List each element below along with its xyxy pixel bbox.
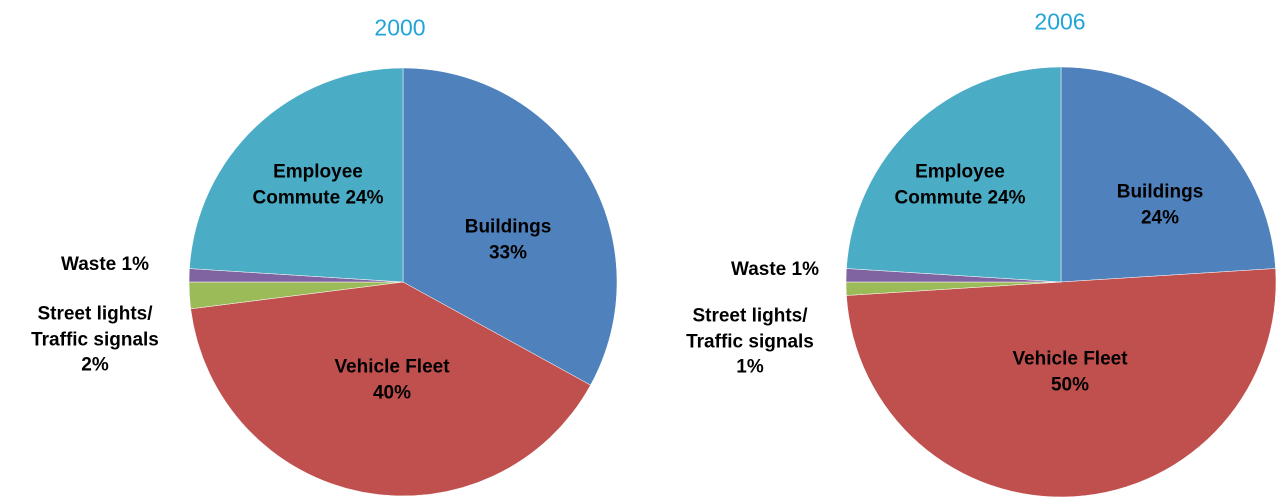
slice-label: Waste 1%	[731, 257, 819, 283]
slice-label: Employee Commute 24%	[895, 159, 1026, 210]
slice-label: Street lights/ Traffic signals 1%	[686, 304, 814, 381]
pie-slice	[1060, 66, 1276, 283]
slice-category: Waste	[60, 254, 117, 276]
slice-value: 1%	[736, 356, 764, 378]
slice-value: 50%	[1050, 374, 1090, 395]
slice-label: Buildings 33%	[465, 214, 552, 265]
slice-category: Street lights/ Traffic signals	[686, 305, 814, 353]
chart-title: 2006	[1034, 8, 1086, 35]
slice-value: 33%	[488, 242, 528, 263]
slice-category: Street lights/ Traffic signals	[31, 303, 159, 351]
slice-value: 40%	[372, 382, 412, 403]
pie-slice	[402, 67, 618, 386]
slice-category: Buildings	[464, 216, 552, 238]
pie-slice	[190, 281, 591, 497]
slice-label: Employee Commute 24%	[253, 159, 384, 210]
slice-category: Vehicle Fleet	[1012, 348, 1128, 370]
slice-value: 24%	[987, 187, 1026, 208]
slice-label: Vehicle Fleet 50%	[1012, 346, 1127, 397]
slice-category: Employee Commute	[894, 161, 1005, 208]
slice-value: 24%	[1140, 207, 1180, 228]
slice-value: 2%	[81, 354, 109, 376]
slice-category: Buildings	[1116, 181, 1204, 203]
slice-value: 1%	[791, 259, 820, 281]
slice-label: Street lights/ Traffic signals 2%	[31, 302, 159, 379]
slice-value: 24%	[345, 187, 384, 208]
chart-title: 2000	[374, 14, 426, 41]
slice-value: 1%	[121, 254, 150, 276]
pie-slice	[846, 66, 1062, 283]
slice-category: Employee Commute	[252, 161, 363, 208]
slice-label: Waste 1%	[61, 252, 149, 278]
slice-category: Waste	[730, 259, 787, 281]
slice-label: Vehicle Fleet 40%	[334, 354, 449, 405]
pie-slice	[189, 67, 404, 283]
slice-category: Vehicle Fleet	[334, 356, 450, 378]
slice-label: Buildings 24%	[1117, 179, 1204, 230]
